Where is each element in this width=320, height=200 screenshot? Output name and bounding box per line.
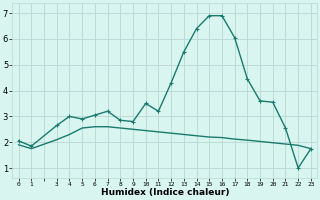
X-axis label: Humidex (Indice chaleur): Humidex (Indice chaleur) bbox=[100, 188, 229, 197]
